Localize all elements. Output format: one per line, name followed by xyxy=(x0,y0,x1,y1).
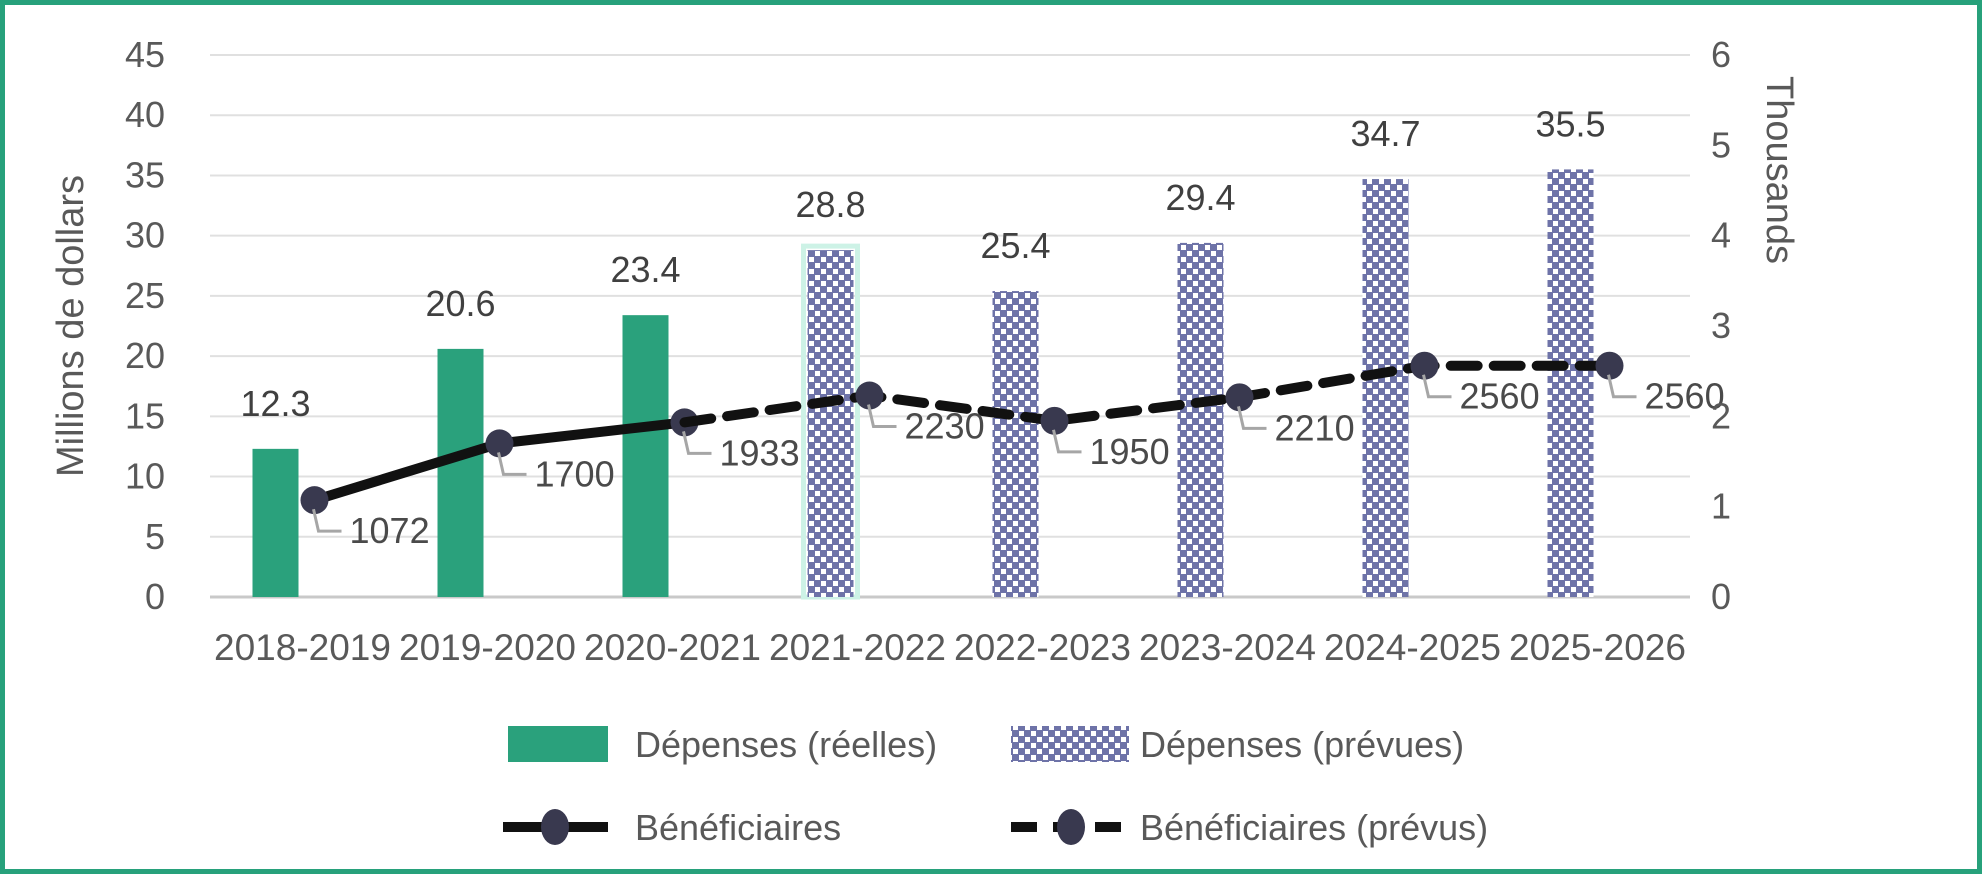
line-data-label: 1700 xyxy=(535,453,615,494)
y-axis-tick-right: 2 xyxy=(1711,395,1731,436)
legend-item-depenses-reelles[interactable]: Dépenses (réelles) xyxy=(508,724,937,765)
x-axis-category-label: 2022-2023 xyxy=(954,627,1131,668)
y-axis-tick-right: 1 xyxy=(1711,486,1731,527)
x-axis-category-label: 2020-2021 xyxy=(584,627,761,668)
line-marker[interactable] xyxy=(1040,406,1069,435)
legend-marker-dot xyxy=(1057,809,1085,845)
legend: Dépenses (réelles) Dépenses (prévues) Bé… xyxy=(503,724,1488,848)
legend-swatch-pattern-bar xyxy=(1011,726,1129,762)
right-axis-title: Thousands xyxy=(1758,76,1800,264)
legend-item-beneficiaires-prevus[interactable]: Bénéficiaires (prévus) xyxy=(1011,807,1488,848)
y-axis-tick-left: 25 xyxy=(125,275,165,316)
label-leader-line xyxy=(497,452,527,476)
line-data-label: 2210 xyxy=(1275,407,1355,448)
bar-data-label: 25.4 xyxy=(980,225,1050,266)
label-leader-line xyxy=(1237,406,1267,430)
legend-item-beneficiaires[interactable]: Bénéficiaires xyxy=(503,807,841,848)
bar-data-label: 12.3 xyxy=(240,383,310,424)
bar-data-label: 29.4 xyxy=(1165,177,1235,218)
y-axis-tick-left: 0 xyxy=(145,576,165,617)
y-axis-tick-left: 45 xyxy=(125,34,165,75)
label-leader-line xyxy=(867,404,897,429)
label-leader-line xyxy=(1607,374,1637,399)
line-data-label: 2560 xyxy=(1645,376,1725,417)
bar-depenses-reelles[interactable] xyxy=(437,348,484,597)
bar-data-label: 34.7 xyxy=(1350,113,1420,154)
y-axis-tick-right: 4 xyxy=(1711,215,1731,256)
y-axis-tick-left: 40 xyxy=(125,94,165,135)
bar-data-label: 20.6 xyxy=(425,283,495,324)
bar-depenses-prevues[interactable] xyxy=(807,250,854,597)
bar-depenses-prevues[interactable] xyxy=(1177,242,1224,598)
label-leader-line xyxy=(312,508,342,533)
line-marker[interactable] xyxy=(1410,351,1439,380)
y-axis-tick-left: 30 xyxy=(125,215,165,256)
y-axis-tick-right: 5 xyxy=(1711,124,1731,165)
combo-chart-canvas: 12.3 20.6 23.4 28.8 25.4 29.4 34.7 35.5 1072 1700… xyxy=(50,34,1800,848)
line-data-label: 2560 xyxy=(1460,376,1540,417)
label-leader-line xyxy=(1052,429,1082,454)
gridlines xyxy=(210,54,1690,599)
line-data-label: 1950 xyxy=(1090,431,1170,472)
x-axis-category-label: 2018-2019 xyxy=(214,627,391,668)
line-marker[interactable] xyxy=(300,486,329,515)
data-labels: 12.3 20.6 23.4 28.8 25.4 29.4 34.7 35.5 1072 1700… xyxy=(240,103,1724,551)
bar-depenses-reelles[interactable] xyxy=(622,315,669,597)
label-leader-line xyxy=(682,431,712,455)
y-axis-tick-left: 35 xyxy=(125,154,165,195)
line-marker[interactable] xyxy=(1595,351,1624,380)
legend-label: Dépenses (réelles) xyxy=(635,724,937,765)
line-marker[interactable] xyxy=(855,381,884,410)
legend-item-depenses-prevues[interactable]: Dépenses (prévues) xyxy=(1011,724,1464,765)
beneficiaires-prevus-line[interactable] xyxy=(679,360,1615,428)
y-axis-tick-right: 0 xyxy=(1711,576,1731,617)
line-marker[interactable] xyxy=(1225,383,1254,412)
x-axis-category-label: 2021-2022 xyxy=(769,627,946,668)
line-series xyxy=(300,351,1624,515)
bar-data-label: 28.8 xyxy=(795,184,865,225)
y-axis-tick-left: 15 xyxy=(125,395,165,436)
bar-data-label: 23.4 xyxy=(610,249,680,290)
y-axis-tick-left: 10 xyxy=(125,456,165,497)
x-axis-category-label: 2025-2026 xyxy=(1509,627,1686,668)
bar-depenses-prevues[interactable] xyxy=(1362,179,1409,597)
legend-label: Bénéficiaires (prévus) xyxy=(1140,807,1488,848)
line-marker[interactable] xyxy=(485,429,514,458)
line-data-label: 2230 xyxy=(905,406,985,447)
bar-depenses-reelles[interactable] xyxy=(252,448,299,597)
legend-label: Dépenses (prévues) xyxy=(1140,724,1464,765)
legend-marker-dot xyxy=(541,809,569,845)
bar-series xyxy=(252,169,1594,600)
bar-depenses-prevues[interactable] xyxy=(1547,169,1594,597)
label-leader-line xyxy=(1422,374,1452,399)
left-axis-title: Millions de dollars xyxy=(50,175,92,477)
line-data-label: 1933 xyxy=(720,432,800,473)
legend-swatch-green-bar xyxy=(508,726,608,762)
y-axis-tick-left: 20 xyxy=(125,335,165,376)
line-data-label: 1072 xyxy=(350,510,430,551)
x-axis-category-label: 2023-2024 xyxy=(1139,627,1316,668)
x-axis-category-label: 2019-2020 xyxy=(399,627,576,668)
bar-data-label: 35.5 xyxy=(1535,103,1605,144)
bar-depenses-prevues[interactable] xyxy=(992,291,1039,597)
y-axis-tick-right: 3 xyxy=(1711,305,1731,346)
y-axis-tick-left: 5 xyxy=(145,516,165,557)
legend-label: Bénéficiaires xyxy=(635,807,841,848)
x-axis-category-label: 2024-2025 xyxy=(1324,627,1501,668)
y-axis-tick-right: 6 xyxy=(1711,34,1731,75)
